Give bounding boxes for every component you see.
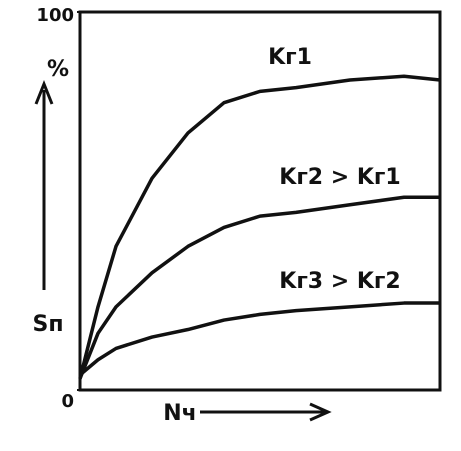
series-label: Kг3 > Kг2 <box>279 269 400 294</box>
series-label: Kг1 <box>268 45 312 70</box>
x-axis-label: Nч <box>163 401 197 426</box>
y-axis-label: Sп <box>32 312 63 337</box>
line-series <box>78 74 441 380</box>
x-arrow-head <box>309 402 332 422</box>
y-tick-label: 0 <box>61 391 74 412</box>
plot-frame <box>78 10 442 392</box>
series-label: Kг2 > Kг1 <box>279 165 400 190</box>
line-series <box>78 301 440 377</box>
y-unit: % <box>47 57 69 82</box>
y-tick-label: 100 <box>36 5 74 26</box>
y-arrow-head <box>34 79 54 105</box>
line-series <box>78 195 440 380</box>
